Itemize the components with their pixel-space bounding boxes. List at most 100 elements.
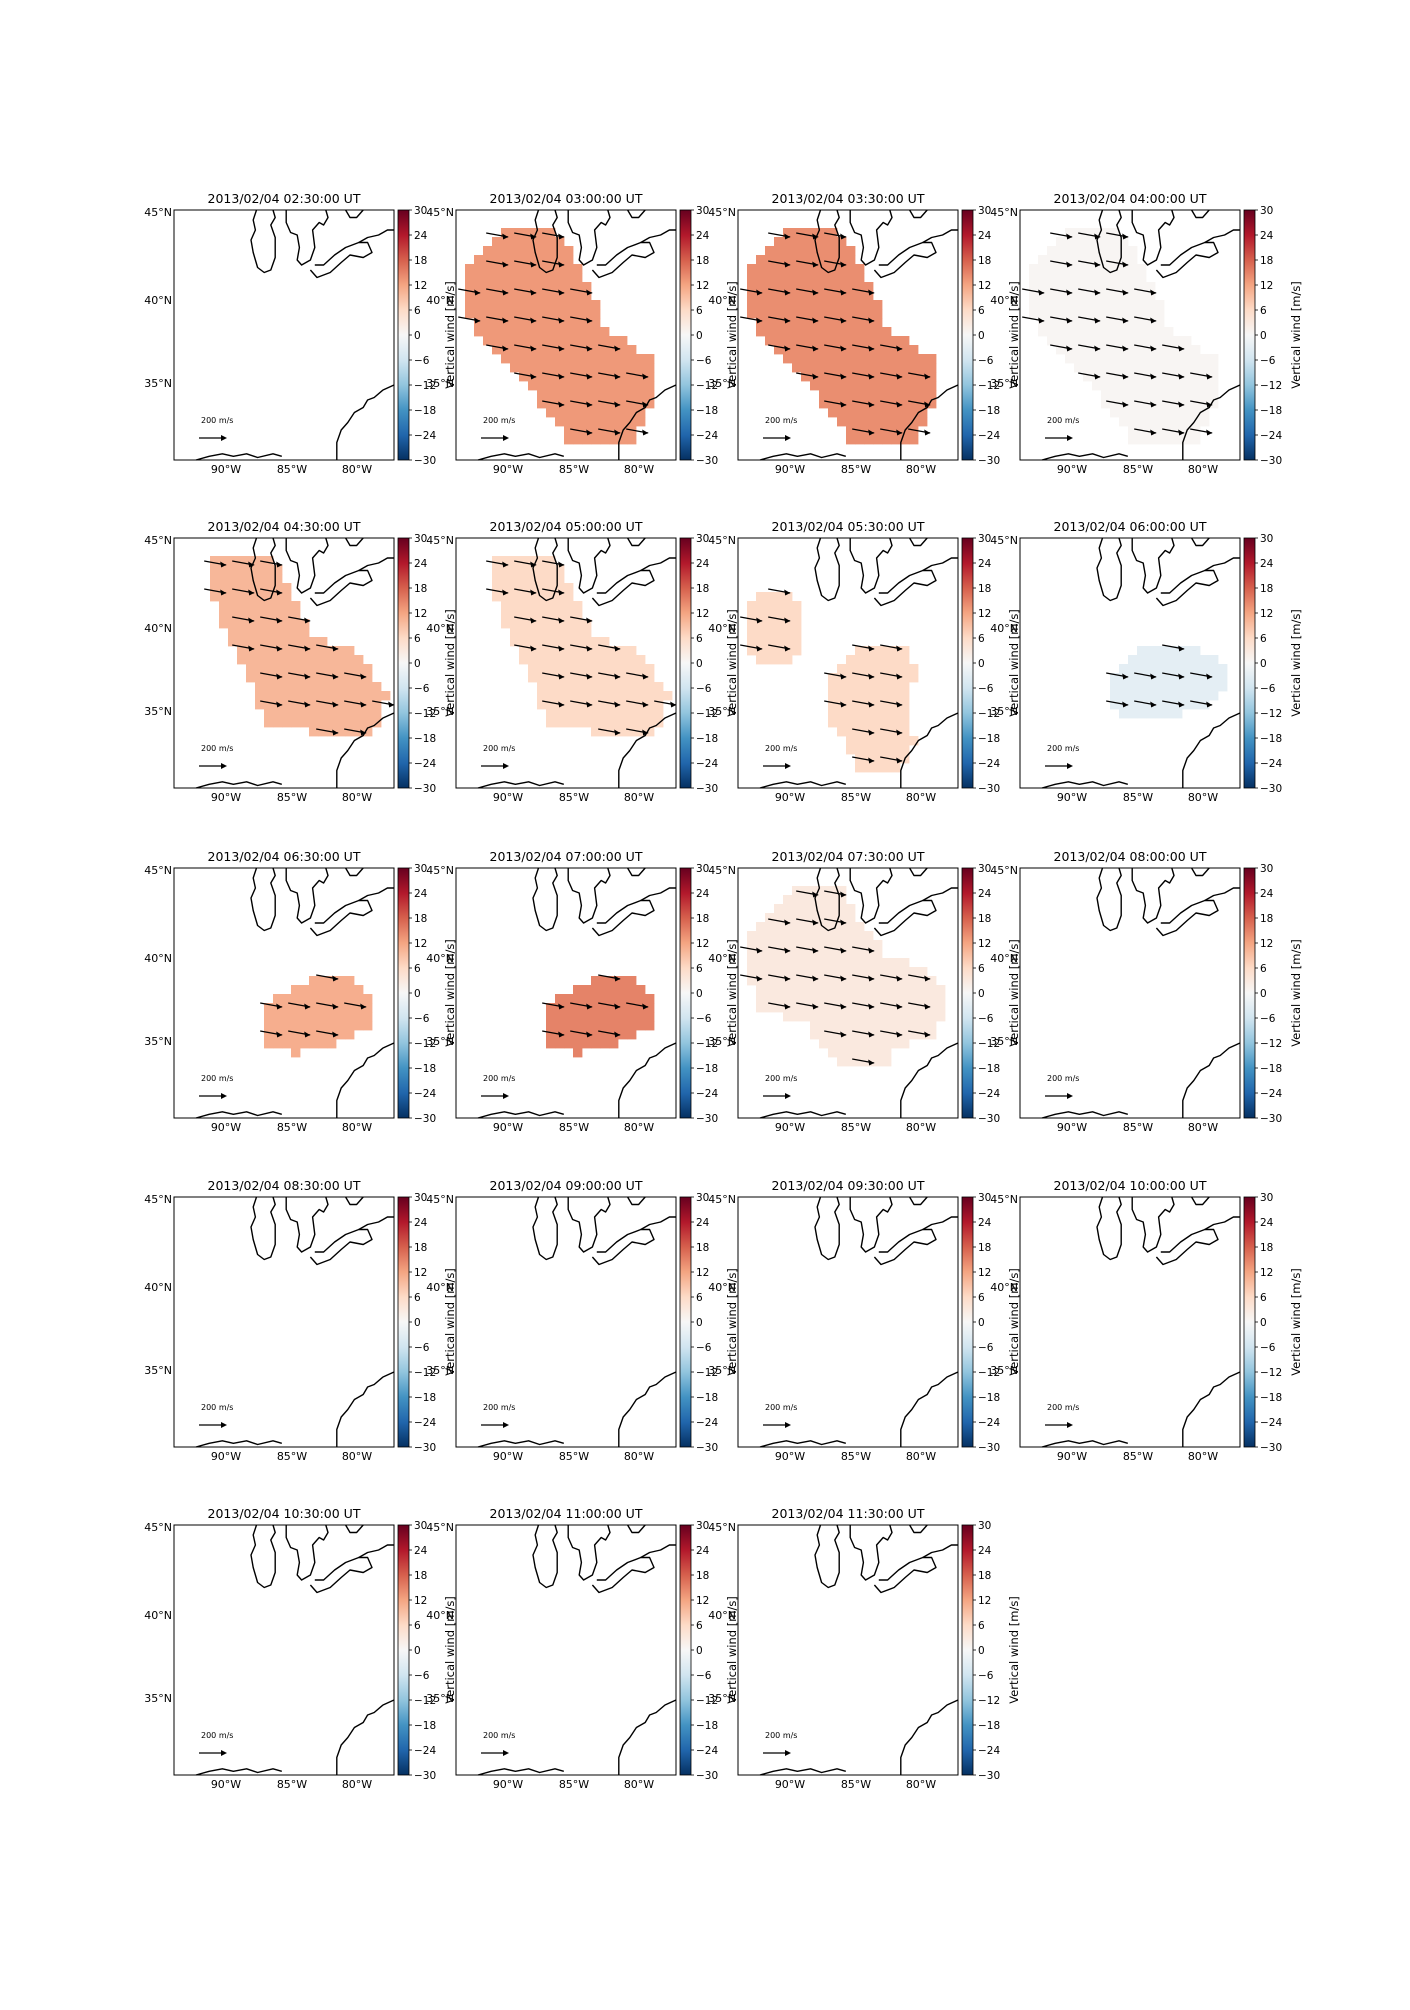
wind-cell: [774, 300, 784, 310]
wind-cell: [873, 399, 883, 409]
wind-cell: [354, 664, 364, 674]
wind-cell: [582, 1021, 592, 1031]
wind-cell: [900, 958, 910, 968]
wind-arrowhead: [1094, 373, 1101, 380]
wind-arrowhead: [924, 1031, 931, 1038]
wind-cell: [819, 255, 829, 265]
quiver-key-arrowhead: [785, 1750, 791, 1756]
wind-cell: [855, 417, 865, 427]
gulf-coast: [759, 1111, 846, 1119]
colorbar-tick-label: −6: [696, 1342, 712, 1354]
wind-cell: [501, 583, 511, 593]
wind-cell: [891, 763, 901, 773]
wind-cell: [555, 655, 565, 665]
wind-arrowhead: [614, 729, 621, 736]
wind-arrowhead: [1150, 289, 1157, 296]
wind-arrowhead: [1094, 233, 1101, 240]
wind-cell: [363, 673, 373, 683]
wind-cell: [1137, 318, 1147, 328]
wind-cell: [273, 628, 283, 638]
colorbar-tick-label: 0: [696, 1317, 703, 1329]
map-frame: [455, 1196, 677, 1448]
wind-cell: [564, 291, 574, 301]
wind-cell: [792, 913, 802, 923]
wind-cell: [501, 601, 511, 611]
wind-cell: [837, 682, 847, 692]
wind-cell: [510, 255, 520, 265]
wind-cell: [318, 709, 328, 719]
wind-cell: [210, 592, 220, 602]
wind-cell: [855, 940, 865, 950]
wind-cell: [846, 390, 856, 400]
wind-cell: [864, 691, 874, 701]
wind-cell: [810, 1030, 820, 1040]
wind-cell: [855, 291, 865, 301]
wind-cell: [882, 700, 892, 710]
wind-cell: [819, 1003, 829, 1013]
wind-cell: [546, 646, 556, 656]
wind-cell: [819, 949, 829, 959]
wind-cell: [582, 682, 592, 692]
wind-cell: [582, 336, 592, 346]
wind-cell: [465, 264, 475, 274]
wind-cell: [837, 886, 847, 896]
wind-cell: [1047, 246, 1057, 256]
wind-cell: [528, 655, 538, 665]
wind-cell: [882, 1030, 892, 1040]
wind-cell: [765, 291, 775, 301]
wind-cell: [792, 637, 802, 647]
wind-cell: [855, 985, 865, 995]
wind-cell: [327, 1012, 337, 1022]
wind-cell: [210, 565, 220, 575]
wind-cell: [600, 976, 610, 986]
wind-cell: [864, 1021, 874, 1031]
wind-cell: [882, 985, 892, 995]
wind-cell: [801, 967, 811, 977]
wind-cell: [519, 228, 529, 238]
wind-cell: [273, 565, 283, 575]
lon-tick-label: 85°W: [559, 1450, 589, 1463]
lake-huron-coast: [1131, 537, 1175, 594]
wind-cell: [573, 390, 583, 400]
wind-cell: [1110, 381, 1120, 391]
lat-tick-label: 40°N: [708, 622, 736, 635]
wind-cell: [282, 1021, 292, 1031]
wind-cell: [210, 556, 220, 566]
wind-cell: [1065, 309, 1075, 319]
wind-cell: [1128, 709, 1138, 719]
wind-vectors: [542, 974, 649, 1038]
colorbar-tick-label: 6: [978, 1292, 985, 1304]
wind-cell: [546, 273, 556, 283]
quiver-key-arrowhead: [503, 763, 509, 769]
wind-cell: [510, 291, 520, 301]
wind-cell: [1146, 709, 1156, 719]
wind-cell: [600, 664, 610, 674]
wind-cell: [264, 646, 274, 656]
wind-cell: [747, 610, 757, 620]
wind-cell: [828, 949, 838, 959]
wind-cell: [774, 610, 784, 620]
map-area: [738, 1197, 958, 1447]
wind-cell: [1155, 673, 1165, 683]
lon-tick-label: 80°W: [342, 463, 372, 476]
wind-cell: [609, 336, 619, 346]
georgian-bay-coast: [1190, 1196, 1210, 1206]
wind-cell: [474, 318, 484, 328]
wind-cell: [573, 1021, 583, 1031]
wind-cell: [645, 381, 655, 391]
wind-cell: [1083, 273, 1093, 283]
wind-cell: [609, 1003, 619, 1013]
wind-cell: [1101, 237, 1111, 247]
wind-arrowhead: [558, 317, 565, 324]
wind-cell: [273, 994, 283, 1004]
wind-cell: [327, 673, 337, 683]
wind-cell: [1137, 390, 1147, 400]
colorbar-tick-label: 12: [414, 1595, 427, 1607]
lat-tick-label: 35°N: [990, 1035, 1018, 1048]
wind-cell: [609, 700, 619, 710]
wind-cell: [636, 709, 646, 719]
wind-cell: [1047, 264, 1057, 274]
wind-cell: [1155, 691, 1165, 701]
